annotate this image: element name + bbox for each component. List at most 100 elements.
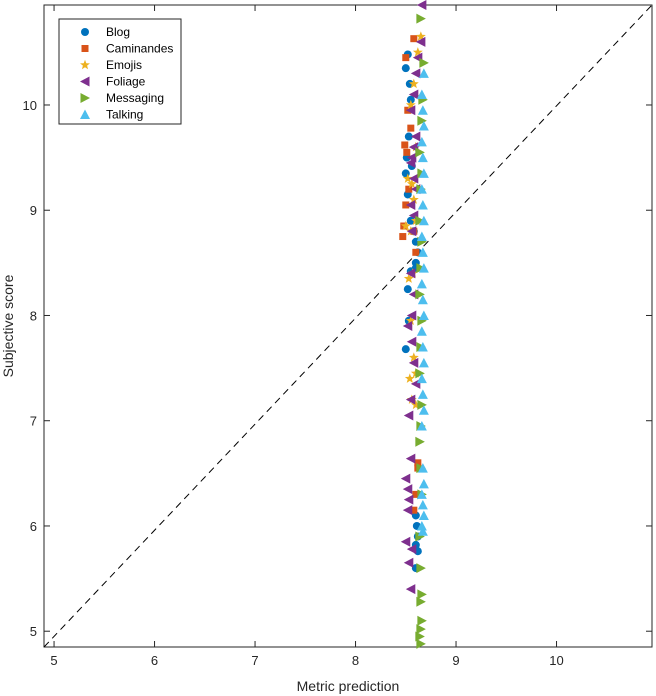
series-talking [416,68,429,536]
legend-marker [80,93,90,103]
x-tick-label: 7 [251,653,258,668]
data-point [405,268,416,279]
data-point [415,436,425,447]
y-tick-label: 10 [23,98,37,113]
data-point [418,310,429,320]
data-point [416,373,427,384]
x-tick-label: 6 [151,653,158,668]
data-point [417,294,428,305]
data-point [416,136,427,147]
data-point [404,132,413,141]
data-point [407,124,415,132]
data-point [406,216,415,225]
data-point [400,536,411,547]
data-point [400,473,411,484]
legend-label: Emojis [106,58,142,72]
data-point [416,489,427,499]
data-point [412,47,423,57]
data-point [418,357,429,368]
data-point [418,405,429,415]
data-point [405,394,416,405]
legend-item-talking: Talking [80,108,143,122]
data-point [403,494,414,505]
data-point [417,526,428,536]
data-point [417,499,428,510]
data-point [402,54,410,62]
x-tick-label: 10 [549,653,563,668]
data-point [405,185,413,193]
x-tick-label: 5 [50,653,57,668]
legend-marker [80,76,90,87]
data-point [415,147,425,158]
data-point [403,557,414,568]
legend-label: Caminandes [106,42,173,56]
legend-label: Messaging [106,91,164,105]
data-point [412,490,420,498]
data-point [405,453,416,464]
legend-item-emojis: Emojis [80,58,142,72]
data-point [416,520,427,531]
data-point [417,247,428,257]
data-point [417,589,427,600]
legend-item-caminandes: Caminandes [81,42,173,56]
legend-marker [80,59,90,70]
data-point [410,68,421,79]
data-point [416,184,427,194]
data-point [399,233,407,241]
data-point [402,173,413,183]
data-point [408,173,419,184]
legend-item-foliage: Foliage [80,75,146,89]
y-axis: 5 6 7 8 9 10 [23,98,652,639]
data-point [415,215,425,226]
data-point [402,321,413,331]
data-point [412,248,420,256]
data-point [418,478,429,489]
data-point [405,105,416,116]
data-point [403,273,414,283]
data-point [406,544,417,555]
data-point [408,89,419,100]
data-point [416,563,426,574]
data-point [406,95,415,104]
data-point [406,178,417,189]
x-axis-label: Metric prediction [297,678,400,694]
data-point [410,506,418,514]
data-point [408,357,419,368]
y-tick-label: 9 [30,203,37,218]
data-point [417,105,428,115]
data-point [416,0,427,10]
data-point [400,220,411,231]
legend: Blog Caminandes Emojis Foliage Messaging Talk… [58,18,182,125]
y-tick-label: 7 [30,414,37,429]
y-tick-label: 6 [30,519,37,534]
data-point [416,231,427,242]
data-point [419,57,429,68]
data-point [403,148,411,156]
data-point [415,631,425,642]
data-point [406,310,417,321]
data-point [405,584,416,595]
data-point [414,459,422,467]
data-point [405,99,416,110]
data-point [415,531,425,542]
data-point [418,68,429,78]
data-point [416,638,426,649]
data-point [410,399,421,410]
data-point [416,263,426,274]
legend-marker [81,28,89,36]
data-point [416,326,427,336]
data-points [399,0,429,649]
data-point [417,389,428,399]
legend-label: Talking [106,108,143,122]
data-point [417,342,428,352]
data-point [417,199,428,210]
data-point [410,131,421,142]
legend-label: Foliage [106,75,146,89]
data-point [417,615,427,626]
legend-item-blog: Blog [81,25,130,39]
data-point [405,199,416,210]
data-point [403,410,414,421]
plot-area: 5 6 7 8 9 10 5 6 7 8 9 10 [23,0,653,668]
data-point [415,368,425,379]
